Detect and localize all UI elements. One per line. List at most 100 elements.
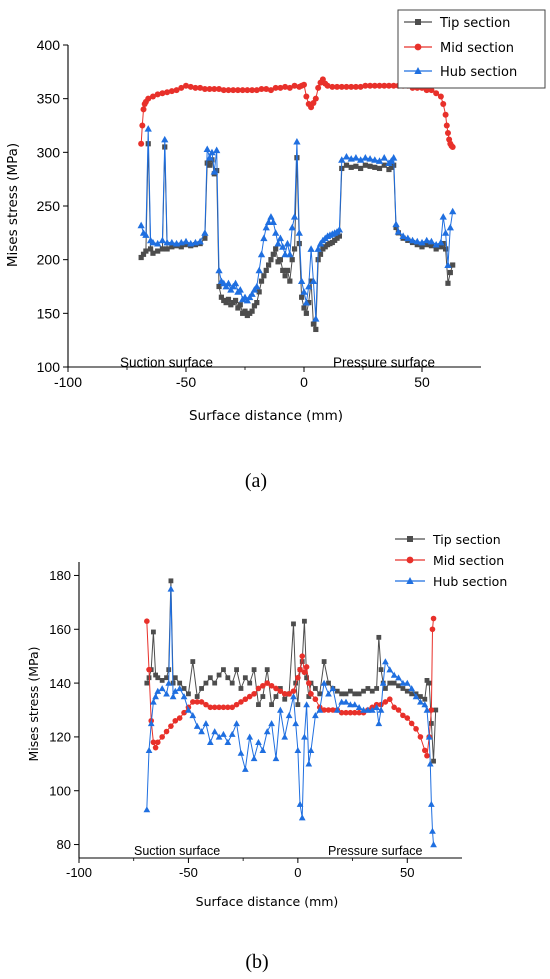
data-point xyxy=(303,664,310,670)
legend-mid-marker xyxy=(414,43,422,51)
data-point xyxy=(267,87,274,94)
x-tick-label: -100 xyxy=(66,865,92,880)
y-tick-label: 400 xyxy=(37,37,61,53)
data-point xyxy=(366,155,374,162)
data-point xyxy=(301,733,308,740)
data-point xyxy=(152,744,159,751)
data-point xyxy=(376,82,383,89)
data-point xyxy=(263,267,269,273)
data-point xyxy=(216,704,222,711)
data-point xyxy=(281,733,289,740)
data-point xyxy=(140,106,147,113)
data-point xyxy=(211,86,218,93)
data-point xyxy=(194,699,200,705)
data-point xyxy=(423,236,431,244)
data-point xyxy=(429,827,436,834)
data-point xyxy=(361,154,369,161)
data-point xyxy=(390,82,397,89)
data-point xyxy=(235,305,241,311)
data-point xyxy=(362,82,369,89)
data-point xyxy=(142,231,150,238)
data-point xyxy=(421,701,429,708)
data-point xyxy=(399,679,407,686)
data-point xyxy=(437,93,444,100)
data-point xyxy=(357,156,365,163)
data-point xyxy=(259,747,267,754)
data-point xyxy=(272,229,280,236)
data-point xyxy=(260,234,268,242)
data-point xyxy=(169,244,175,250)
data-point xyxy=(230,87,237,94)
x-tick-label: -100 xyxy=(54,374,82,390)
y-tick-label: 150 xyxy=(37,305,61,321)
data-point xyxy=(187,83,194,90)
data-point xyxy=(158,685,166,692)
data-point xyxy=(255,266,263,274)
data-point xyxy=(348,83,355,90)
data-point xyxy=(296,800,304,807)
data-point xyxy=(400,686,406,691)
data-point xyxy=(186,691,191,697)
data-point xyxy=(185,706,192,713)
data-point xyxy=(371,156,379,163)
data-point xyxy=(386,696,393,703)
data-point xyxy=(422,696,428,702)
data-point xyxy=(167,585,175,592)
data-point xyxy=(269,702,274,708)
data-point xyxy=(224,738,232,745)
data-point xyxy=(168,578,174,584)
data-point xyxy=(428,243,435,249)
y-tick-label: 100 xyxy=(37,359,61,375)
data-point xyxy=(395,674,402,681)
data-point xyxy=(352,154,360,161)
data-point xyxy=(302,298,310,306)
data-point xyxy=(202,720,210,727)
data-point xyxy=(433,707,439,713)
data-point xyxy=(172,717,179,724)
data-point xyxy=(286,84,293,91)
pressure-surface-annotation: Pressure surface xyxy=(328,844,423,858)
legend-frame xyxy=(397,9,546,89)
data-point xyxy=(355,703,363,710)
data-point xyxy=(256,289,262,295)
data-point xyxy=(264,218,273,226)
data-point xyxy=(408,685,416,692)
data-point xyxy=(367,163,373,169)
data-point xyxy=(198,699,205,705)
data-point xyxy=(287,278,293,284)
data-point xyxy=(394,228,403,235)
data-point xyxy=(317,251,324,257)
data-point xyxy=(382,699,389,705)
data-point xyxy=(316,706,324,713)
data-point xyxy=(325,690,332,697)
data-point xyxy=(154,739,161,746)
data-point xyxy=(291,621,296,627)
data-point xyxy=(149,238,157,246)
data-point xyxy=(154,687,162,694)
data-point xyxy=(437,238,445,246)
data-point xyxy=(408,236,417,244)
data-point xyxy=(264,667,270,673)
data-point xyxy=(159,90,166,97)
data-point xyxy=(375,157,384,164)
data-point xyxy=(282,696,288,702)
data-point xyxy=(299,659,305,664)
data-point xyxy=(266,262,272,268)
data-point xyxy=(171,687,179,694)
data-point xyxy=(347,688,353,694)
data-point xyxy=(298,277,306,285)
data-point xyxy=(206,738,214,745)
data-point xyxy=(357,83,364,90)
data-point xyxy=(234,667,239,673)
data-point xyxy=(151,629,156,635)
data-point xyxy=(365,686,371,691)
data-point xyxy=(289,257,295,263)
data-point xyxy=(251,691,257,697)
data-point xyxy=(413,726,419,732)
data-point xyxy=(404,234,412,242)
data-point xyxy=(433,90,440,97)
data-point xyxy=(291,82,298,89)
data-point xyxy=(283,239,292,247)
series-line xyxy=(140,128,454,319)
series-mid-section xyxy=(144,615,437,759)
